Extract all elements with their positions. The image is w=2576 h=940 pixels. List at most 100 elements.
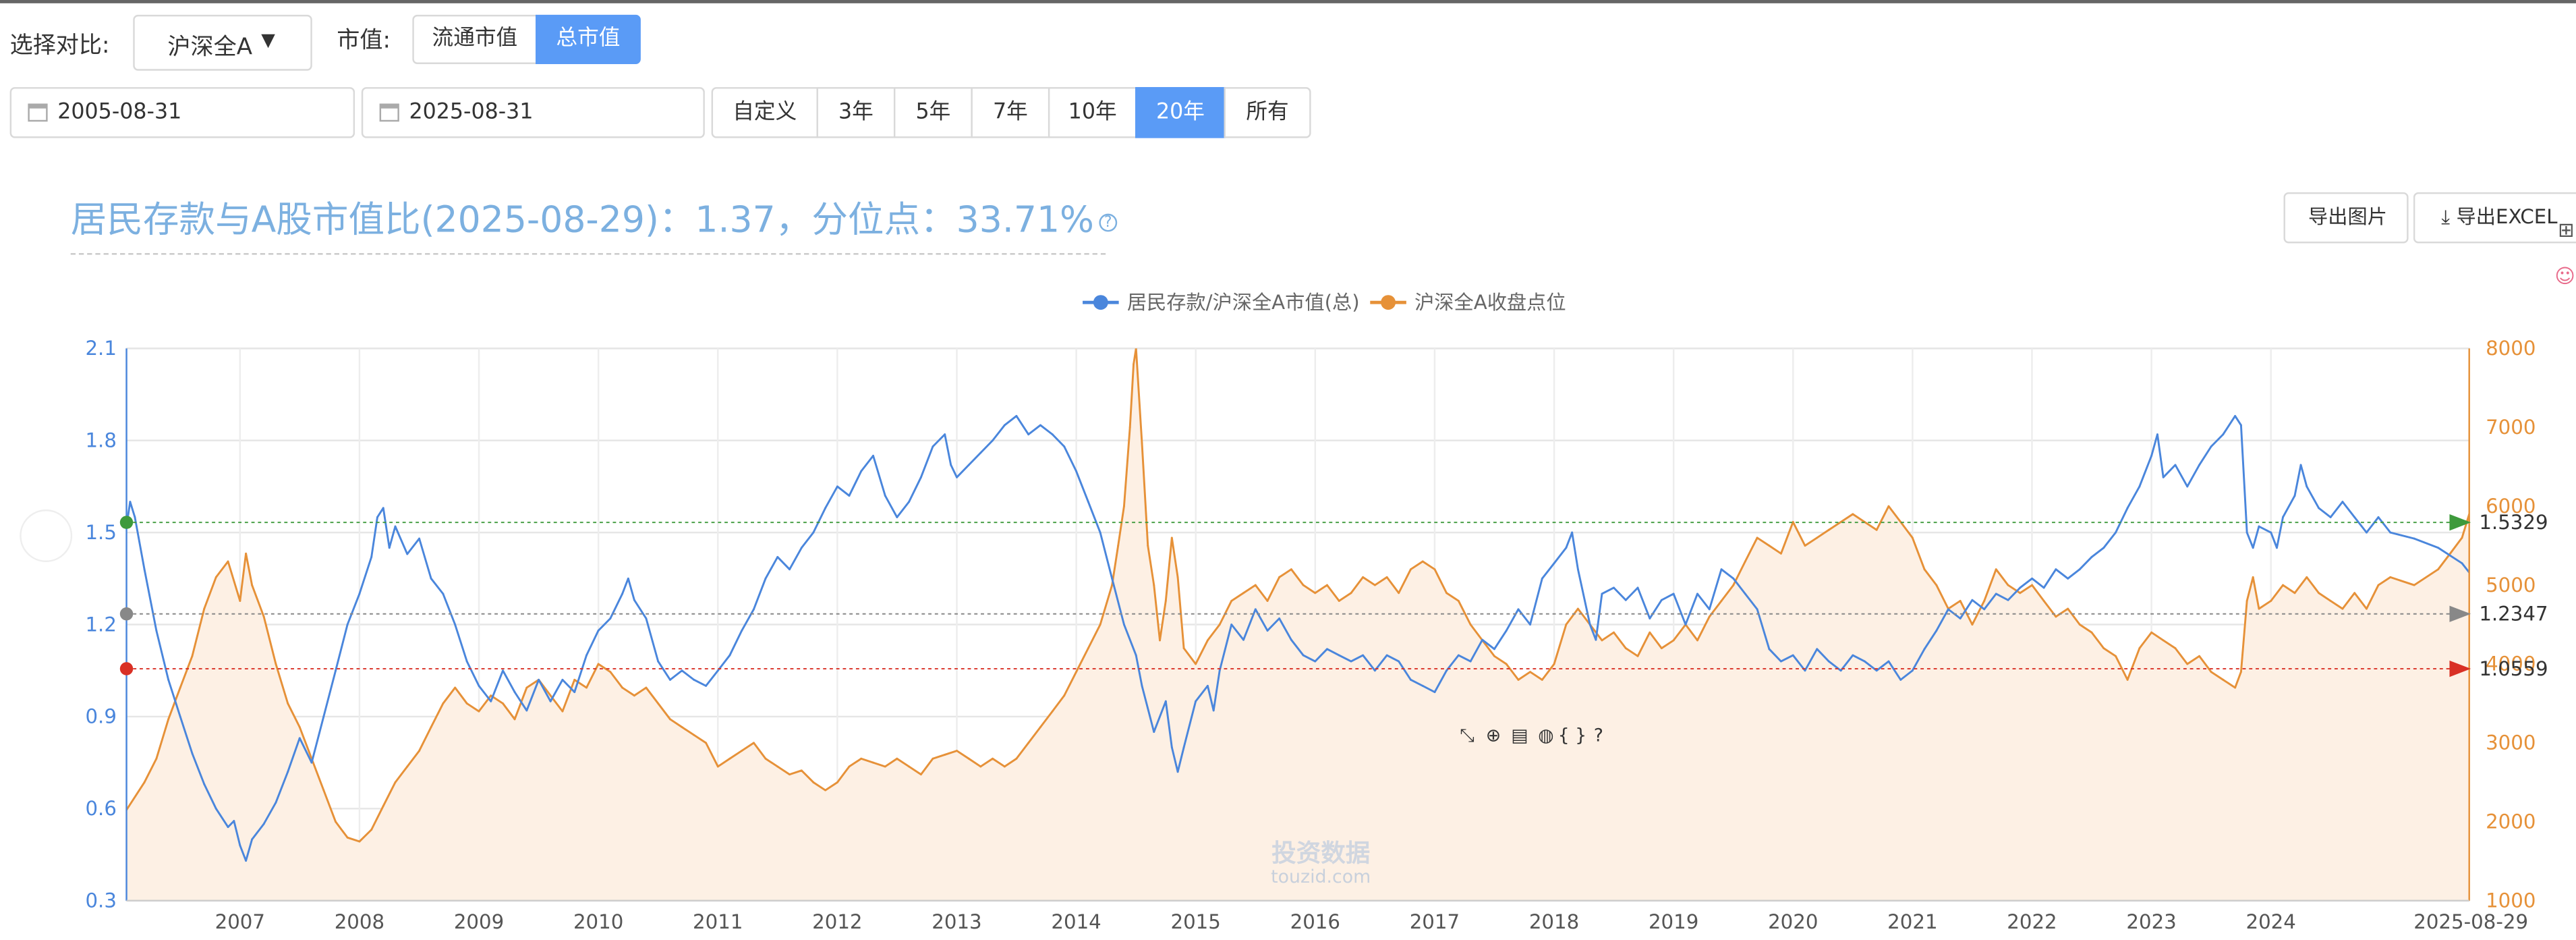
start-date-field[interactable]: 2005-08-31 <box>9 87 355 138</box>
series-point-ratio <box>716 669 719 672</box>
series-point-index <box>752 742 755 744</box>
export-excel-label: 导出EXCEL <box>2456 205 2558 229</box>
series-point-ratio <box>1923 648 1926 651</box>
series-point-ratio <box>1696 592 1698 595</box>
series-point-index <box>1935 584 1938 586</box>
series-point-ratio <box>1601 592 1603 595</box>
series-point-ratio <box>502 669 504 672</box>
globe-icon[interactable]: ⊕ <box>1486 725 1501 746</box>
code-icon[interactable]: { } <box>1558 725 1587 746</box>
series-point-ratio <box>657 660 660 663</box>
right-axis-tick-label: 1000 <box>2486 889 2536 912</box>
series-point-index <box>1063 694 1066 697</box>
series-point-index <box>621 686 624 689</box>
series-point-ratio <box>992 439 994 442</box>
chart-toolbox[interactable]: ⤡ ⊕ ▤ ◍{ }? <box>1460 725 1603 746</box>
series-point-ratio <box>2258 525 2260 528</box>
series-point-index <box>2366 607 2368 610</box>
series-point-ratio <box>442 592 445 595</box>
marker-value-label: 1.0559 <box>2479 657 2548 680</box>
series-point-index <box>1230 599 1233 602</box>
compare-dropdown[interactable]: 沪深全A ▼ <box>133 14 312 71</box>
series-point-ratio <box>1708 608 1711 611</box>
series-point-ratio <box>358 592 361 595</box>
range-5y[interactable]: 5年 <box>893 87 973 138</box>
series-point-ratio <box>525 709 528 712</box>
export-excel-button[interactable]: ⤓ 导出EXCEL <box>2413 192 2576 244</box>
series-point-index <box>2210 671 2212 673</box>
series-point-index <box>1875 528 1878 531</box>
series-point-index <box>1051 710 1054 713</box>
help-icon[interactable]: ? <box>1099 213 1118 231</box>
help-icon[interactable]: ? <box>1594 725 1603 746</box>
series-point-index <box>358 840 361 843</box>
series-point-ratio <box>2318 507 2320 509</box>
series-point-ratio <box>1409 678 1412 681</box>
series-point-ratio <box>2042 586 2045 589</box>
series-point-ratio <box>872 454 874 457</box>
series-point-index <box>1206 639 1209 642</box>
calendar-icon <box>28 103 48 122</box>
floating-button[interactable] <box>20 509 73 562</box>
data-view-icon[interactable]: ▤ <box>1511 725 1528 746</box>
series-point-index <box>167 718 170 721</box>
range-3y[interactable]: 3年 <box>816 87 896 138</box>
series-point-ratio <box>346 624 349 626</box>
legend-item-index[interactable]: 沪深全A收盘点位 <box>1370 291 1566 314</box>
end-date-field[interactable]: 2025-08-31 <box>361 87 705 138</box>
series-point-ratio <box>2299 464 2302 466</box>
series-point-index <box>2115 655 2117 657</box>
series-point-index <box>1385 576 1388 578</box>
series-point-ratio <box>129 501 132 503</box>
marker-arrow <box>2449 605 2471 622</box>
tab-total-market-value[interactable]: 总市值 <box>536 14 641 64</box>
x-axis-tick-label: 2008 <box>335 910 384 933</box>
series-point-index <box>1290 568 1292 571</box>
x-axis-tick-label: 2012 <box>812 910 862 933</box>
right-axis-tick-label: 4000 <box>2486 653 2536 675</box>
export-image-button[interactable]: 导出图片 <box>2283 192 2409 244</box>
series-point-ratio <box>322 715 325 718</box>
legend[interactable]: 居民存款/沪深全A市值(总) 沪深全A收盘点位 <box>1083 291 1566 314</box>
series-point-index <box>2078 624 2081 626</box>
series-point-index <box>2329 599 2332 602</box>
series-point-ratio <box>214 807 217 810</box>
series-point-ratio <box>490 700 492 702</box>
range-all[interactable]: 所有 <box>1224 87 1311 138</box>
chart-title-text: 居民存款与A股市值比(2025-08-29)：1.37，分位点：33.71% <box>70 200 1094 242</box>
grid-icon[interactable]: ⊞ <box>2558 218 2575 242</box>
series-point-index <box>1720 599 1723 602</box>
series-point-index <box>908 765 911 768</box>
series-point-index <box>1135 348 1137 350</box>
series-point-index <box>1529 671 1531 673</box>
x-axis-tick-label: 2011 <box>693 910 743 933</box>
range-7y[interactable]: 7年 <box>971 87 1050 138</box>
series-point-index <box>239 599 241 602</box>
tab-float-market-value[interactable]: 流通市值 <box>412 14 538 64</box>
series-point-ratio <box>1983 608 1986 611</box>
legend-item-ratio[interactable]: 居民存款/沪深全A市值(总) <box>1083 291 1360 314</box>
range-custom[interactable]: 自定义 <box>711 87 818 138</box>
series-point-ratio <box>669 678 671 681</box>
series-point-index <box>1911 536 1914 539</box>
series-point-index <box>1409 568 1412 571</box>
data-zoom-icon[interactable]: ⤡ <box>1460 725 1474 746</box>
palette-icon[interactable]: ◍ <box>1538 725 1553 746</box>
series-point-index <box>1111 584 1114 586</box>
assistant-icon[interactable]: ☺ <box>2554 265 2575 288</box>
series-point-ratio <box>1278 617 1281 619</box>
series-point-index <box>1128 426 1131 428</box>
series-point-ratio <box>382 507 384 509</box>
series-point-ratio <box>1684 624 1687 626</box>
range-10y[interactable]: 10年 <box>1048 87 1137 138</box>
series-point-ratio <box>394 525 397 528</box>
series-point-ratio <box>1595 638 1597 641</box>
series-point-ratio <box>1553 562 1555 565</box>
x-axis-tick-label: 2014 <box>1051 910 1101 933</box>
series-point-ratio <box>1063 445 1066 448</box>
series-point-ratio <box>1421 684 1424 687</box>
series-point-index <box>1027 742 1030 744</box>
series-point-ratio <box>2186 485 2189 488</box>
series-point-ratio <box>776 555 779 558</box>
